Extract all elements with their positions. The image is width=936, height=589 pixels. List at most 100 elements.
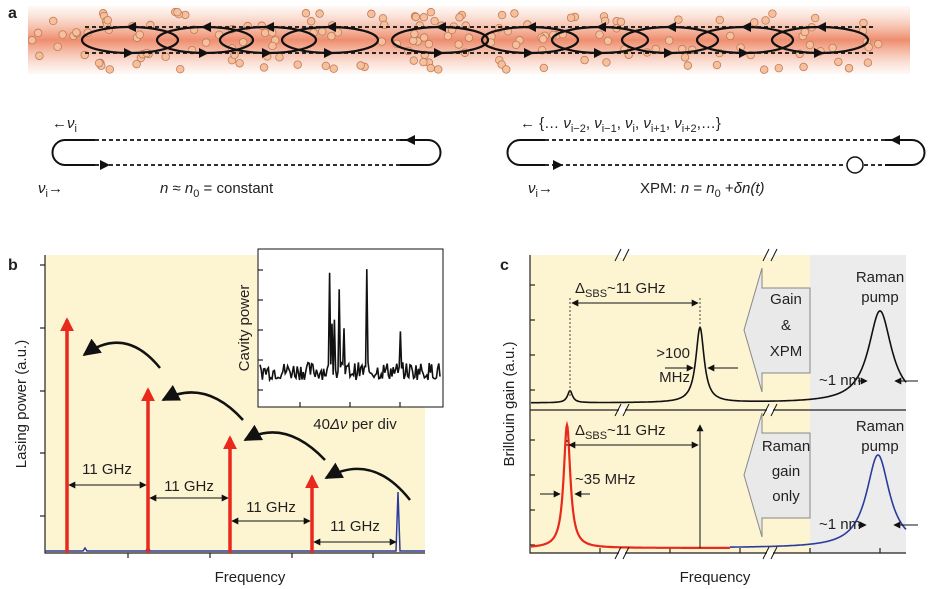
x-axis-label: Frequency <box>680 569 751 586</box>
particle <box>775 64 783 72</box>
particle <box>498 11 506 19</box>
arrowhead <box>890 135 900 145</box>
particle <box>104 16 112 24</box>
particle <box>133 60 141 68</box>
figure: a ←νi νi→ n ≈ n0 = constant ← {… νi−2, ν… <box>0 0 936 589</box>
spacing-label: 11 GHz <box>164 478 214 495</box>
text-run: ≈ <box>168 180 185 197</box>
particle <box>420 34 428 42</box>
particle <box>95 59 103 67</box>
particle <box>34 29 42 37</box>
y-axis-label: Lasing power (a.u.) <box>13 340 30 468</box>
page: Figure { "panel_a": { "label": "a", "lef… <box>0 0 936 589</box>
particle <box>829 44 837 52</box>
label: ← {… νi−2, νi−1, νi, νi+1, νi+2,…} <box>520 115 721 135</box>
particle <box>410 57 418 65</box>
particle <box>456 14 464 22</box>
particle <box>239 38 247 46</box>
arrowhead <box>100 160 110 170</box>
particle <box>835 58 843 66</box>
particle <box>465 34 473 42</box>
text-run: i <box>75 123 77 135</box>
panel-label: b <box>8 257 18 274</box>
arrow-text: only <box>772 488 800 505</box>
particle <box>258 22 266 30</box>
break-gap <box>767 252 773 258</box>
text-run: n <box>160 180 168 197</box>
particle <box>431 17 439 25</box>
particle <box>665 37 673 45</box>
particle <box>322 62 330 70</box>
text-run: XPM: <box>640 180 681 197</box>
loop-end <box>885 140 925 165</box>
text-run: , <box>666 115 674 132</box>
width-label: >100 <box>656 345 690 362</box>
text-run: SBS <box>585 288 607 300</box>
particle <box>760 66 768 74</box>
text-run: ~11 GHz <box>607 280 666 297</box>
particle <box>36 52 44 60</box>
pump-width: ~1 nm <box>819 372 861 389</box>
particle <box>811 14 819 22</box>
particle <box>49 17 57 25</box>
particle <box>684 62 692 70</box>
particle <box>202 39 210 47</box>
text-run: , <box>586 115 594 132</box>
particle <box>294 61 302 69</box>
particle <box>420 13 428 21</box>
particle <box>603 59 611 67</box>
particle <box>368 10 376 18</box>
text-run: ← <box>52 115 67 132</box>
particle <box>681 54 689 62</box>
particle <box>581 56 589 64</box>
inset-x-label: 40Δν per div <box>313 416 397 433</box>
particle <box>425 40 433 48</box>
particle <box>136 31 144 39</box>
pump-label: Raman <box>856 269 904 286</box>
particle <box>617 18 625 26</box>
pump-label: pump <box>861 289 899 306</box>
particle <box>716 16 724 24</box>
particle <box>625 51 633 59</box>
break-gap <box>767 407 773 413</box>
inset-y-label: Cavity power <box>236 285 253 372</box>
particle <box>276 54 284 62</box>
text-run: δn(t) <box>734 180 765 197</box>
label: ←νi <box>52 115 77 135</box>
arrowhead <box>553 160 563 170</box>
particle <box>28 36 36 44</box>
arrow-text: Raman <box>762 438 810 455</box>
particle <box>302 9 310 17</box>
spacing-label: 11 GHz <box>330 518 380 535</box>
arrow-text: XPM <box>770 343 803 360</box>
particle <box>378 38 386 46</box>
text-run: SBS <box>585 430 607 442</box>
text-run: i+1 <box>651 123 666 135</box>
arrow-text: Gain <box>770 291 802 308</box>
text-run: i−2 <box>571 123 586 135</box>
particle <box>176 65 184 73</box>
particle <box>512 41 520 49</box>
break-gap <box>619 252 625 258</box>
text-run: → <box>48 180 63 197</box>
particle <box>269 42 277 50</box>
text-run: n <box>706 180 714 197</box>
particle <box>357 62 365 70</box>
particle <box>307 17 315 25</box>
particle <box>174 8 182 16</box>
particle <box>511 10 519 18</box>
text-run: , <box>635 115 643 132</box>
particle <box>801 28 809 36</box>
particle <box>330 65 338 73</box>
particle <box>604 37 612 45</box>
particle <box>800 63 808 71</box>
particle <box>750 19 758 27</box>
particle <box>540 64 548 72</box>
particle <box>412 13 420 21</box>
arrow-text: gain <box>772 463 800 480</box>
text-run: = <box>689 180 706 197</box>
text-run: → <box>538 180 553 197</box>
particle <box>762 17 770 25</box>
arrow-text: & <box>781 317 791 334</box>
particle <box>769 10 777 18</box>
